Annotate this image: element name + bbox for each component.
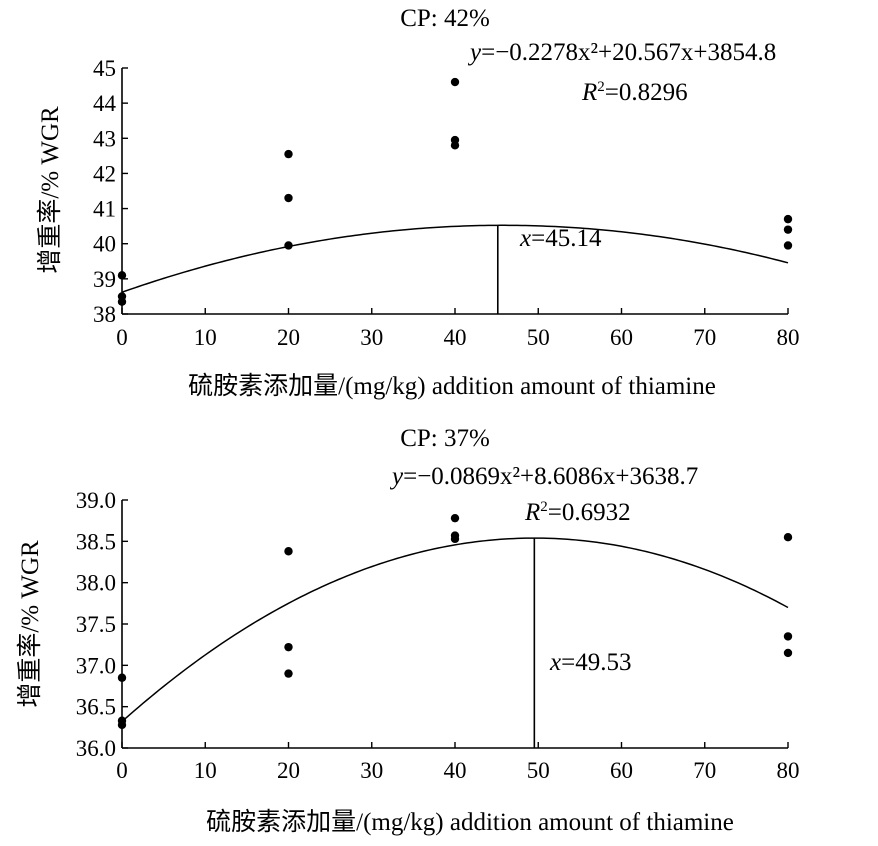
x-tick-label: 80 [777, 325, 800, 350]
fitted-curve [121, 537, 789, 723]
data-point [284, 193, 293, 203]
y-tick-label: 39.0 [76, 488, 116, 513]
chart-panel-2: 36.0 36.5 37.0 37.5 38.0 38.5 39.0 0 10 20 30 40 50 6… [16, 425, 800, 836]
y-tick-label: 37.0 [76, 653, 116, 678]
equation-terms: =−0.2278x²+20.567x+3854.8 [481, 39, 776, 66]
data-point [450, 534, 460, 544]
x-tick-label: 80 [777, 758, 800, 783]
peak-value: =49.53 [561, 649, 631, 676]
data-point [117, 271, 127, 280]
r-squared-value: =0.6932 [548, 499, 631, 526]
r-squared-var: R [581, 79, 597, 106]
data-point [284, 547, 293, 556]
y-tick-label: 45 [93, 56, 116, 81]
r-squared-exp: 2 [540, 499, 548, 515]
x-tick-label: 70 [693, 325, 716, 350]
data-point [783, 214, 793, 224]
x-tick-label: 20 [277, 758, 300, 783]
r-squared: R2=0.8296 [581, 79, 688, 106]
data-point [450, 513, 460, 523]
data-point [117, 673, 127, 682]
r-squared-exp: 2 [597, 79, 605, 95]
data-point [783, 225, 793, 234]
peak-value: =45.14 [531, 225, 602, 252]
r-squared-value: =0.8296 [605, 79, 688, 106]
x-tick-label: 30 [360, 325, 383, 350]
data-point [117, 720, 127, 730]
fitted-curve [121, 224, 789, 293]
y-tick-label: 37.5 [76, 612, 116, 637]
x-axis-label: 硫胺素添加量/(mg/kg) addition amount of thiami… [206, 808, 734, 836]
y-tick-label: 39 [93, 267, 116, 292]
x-tick-label: 60 [610, 325, 633, 350]
x-tick-label: 10 [194, 325, 217, 350]
data-point [450, 141, 460, 150]
x-tick-label: 20 [277, 325, 300, 350]
r-squared: R2=0.6932 [524, 499, 631, 526]
data-point [284, 669, 293, 678]
peak-label: x=45.14 [519, 225, 602, 252]
x-tick-label: 0 [116, 325, 128, 350]
y-axis-label: 增重率/% WGR [16, 540, 44, 708]
y-tick-label: 36.5 [76, 695, 116, 720]
y-axis-label: 增重率/% WGR [36, 106, 64, 274]
y-tick-label: 42 [93, 161, 116, 186]
x-tick-label: 0 [116, 758, 128, 783]
x-tick-label: 60 [610, 758, 633, 783]
chart-title: CP: 37% [400, 425, 490, 452]
data-point [117, 297, 127, 306]
x-tick-label: 40 [444, 758, 467, 783]
y-tick-label: 43 [93, 126, 116, 151]
x-tick-label: 70 [693, 758, 716, 783]
r-squared-var: R [524, 499, 540, 526]
chart-title: CP: 42% [400, 5, 490, 32]
data-point [783, 648, 793, 658]
equation-var: y [389, 463, 404, 490]
x-tick-label: 50 [527, 325, 550, 350]
regression-equation: y=−0.0869x²+8.6086x+3638.7 [389, 463, 698, 490]
peak-label: x=49.53 [549, 649, 631, 676]
data-point [783, 533, 793, 542]
peak-var: x [549, 649, 561, 676]
data-point [284, 642, 293, 652]
y-tick-label: 44 [93, 91, 117, 116]
peak-var: x [519, 225, 531, 252]
x-tick-label: 30 [360, 758, 383, 783]
y-tick-label: 41 [93, 197, 116, 222]
regression-equation: y=−0.2278x²+20.567x+3854.8 [467, 39, 776, 66]
x-tick-label: 10 [194, 758, 217, 783]
y-tick-label: 38.5 [76, 529, 116, 554]
x-tick-label: 40 [444, 325, 467, 350]
data-point [284, 149, 293, 159]
chart-panel-1: 38 39 40 41 42 43 44 45 0 10 20 30 40 50 60 70 80 CP: 42%… [36, 5, 800, 400]
equation-var: y [467, 39, 482, 66]
data-point [783, 632, 793, 641]
data-point [783, 241, 793, 250]
x-tick-label: 50 [527, 758, 550, 783]
y-tick-label: 40 [93, 232, 116, 257]
data-point [450, 77, 460, 87]
y-tick-label: 38 [93, 302, 116, 327]
x-axis-label: 硫胺素添加量/(mg/kg) addition amount of thiami… [188, 372, 716, 400]
data-point [284, 241, 293, 250]
equation-terms: =−0.0869x²+8.6086x+3638.7 [403, 463, 698, 490]
y-tick-label: 38.0 [76, 571, 116, 596]
y-tick-label: 36.0 [76, 736, 116, 761]
